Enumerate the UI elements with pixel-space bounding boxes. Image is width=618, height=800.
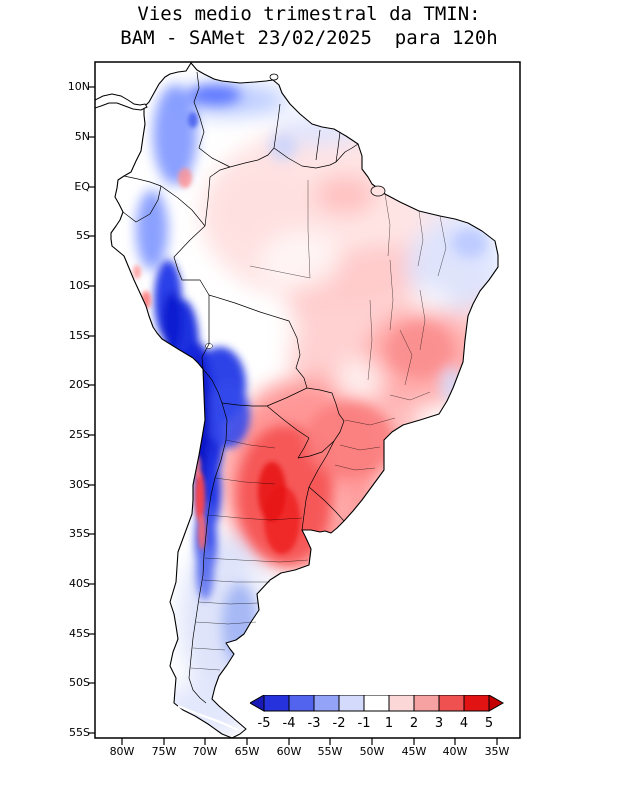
lon-label-45W: 45W <box>401 745 427 758</box>
lat-label-25S: 25S <box>69 428 90 441</box>
lat-ticks <box>88 86 95 734</box>
colorbar-tick-label: -1 <box>358 716 371 731</box>
lat-label-55S: 55S <box>69 726 90 739</box>
colorbar: -5 -4 -3 -2 -1 1 2 3 4 5 <box>250 695 505 731</box>
lat-label-EQ: EQ <box>74 180 90 193</box>
colorbar-segment <box>338 695 365 712</box>
colorbar-segment <box>463 695 490 712</box>
coastline-panama <box>95 93 148 111</box>
colorbar-tick-label: -3 <box>308 716 321 731</box>
colorbar-tick-label: 2 <box>410 716 418 731</box>
lat-label-45S: 45S <box>69 627 90 640</box>
lon-label-75W: 75W <box>151 745 177 758</box>
colorbar-segment <box>313 695 340 712</box>
lat-label-5N: 5N <box>74 130 90 143</box>
bias-field-layer <box>133 84 498 738</box>
marajo-island <box>370 185 386 197</box>
colorbar-segment <box>263 695 290 712</box>
lat-label-10N: 10N <box>67 80 90 93</box>
lon-label-50W: 50W <box>359 745 385 758</box>
lat-label-20S: 20S <box>69 378 90 391</box>
colorbar-tick-label: -5 <box>258 716 271 731</box>
lat-label-15S: 15S <box>69 329 90 342</box>
colorbar-segment <box>288 695 315 712</box>
colorbar-arrow-right <box>488 695 505 712</box>
lat-label-30S: 30S <box>69 478 90 491</box>
lon-label-80W: 80W <box>109 745 135 758</box>
lon-ticks <box>121 738 498 745</box>
chart-title-line1: Vies medio trimestral da TMIN: <box>137 3 481 25</box>
lon-label-55W: 55W <box>317 745 343 758</box>
colorbar-segment <box>413 695 440 712</box>
colorbar-arrow-left <box>250 695 265 712</box>
colorbar-tick-label: 1 <box>385 716 393 731</box>
colorbar-tick-label: 4 <box>460 716 468 731</box>
plot-frame <box>94 61 521 739</box>
lon-label-60W: 60W <box>276 745 302 758</box>
lon-label-40W: 40W <box>442 745 468 758</box>
lat-label-50S: 50S <box>69 676 90 689</box>
lat-label-5S: 5S <box>76 229 90 242</box>
colorbar-tick-label: 3 <box>435 716 443 731</box>
colorbar-tick-label: 5 <box>485 716 493 731</box>
colorbar-segment <box>363 695 390 712</box>
lat-label-40S: 40S <box>69 577 90 590</box>
colorbar-tick-label: -4 <box>283 716 296 731</box>
lon-label-70W: 70W <box>192 745 218 758</box>
plot-area <box>95 62 499 738</box>
lat-label-35S: 35S <box>69 527 90 540</box>
national-borders <box>122 71 359 704</box>
strait-of-magellan <box>177 704 239 732</box>
lon-label-65W: 65W <box>234 745 260 758</box>
colorbar-tick-label: -2 <box>333 716 346 731</box>
lat-label-10S: 10S <box>69 279 90 292</box>
colorbar-segment <box>438 695 465 712</box>
trinidad-island <box>269 73 279 81</box>
colorbar-segment <box>388 695 415 712</box>
chart-title-line2: BAM - SAMet 23/02/2025 para 120h <box>120 27 498 49</box>
lon-label-35W: 35W <box>484 745 510 758</box>
state-borders <box>190 180 447 671</box>
